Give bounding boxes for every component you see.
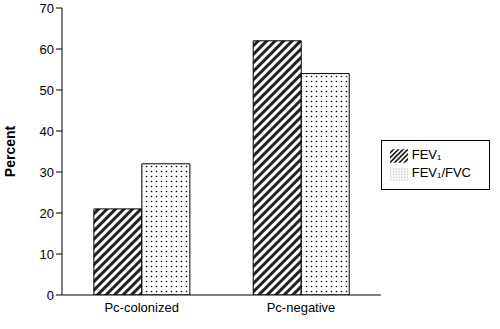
svg-text:50: 50 (40, 83, 54, 98)
svg-text:0: 0 (47, 288, 54, 303)
svg-text:10: 10 (40, 247, 54, 262)
svg-text:Percent: Percent (8, 125, 18, 177)
svg-text:Pc-colonized: Pc-colonized (104, 300, 178, 315)
svg-text:30: 30 (40, 165, 54, 180)
svg-text:70: 70 (40, 1, 54, 16)
html-text:FEV₁: FEV₁ (411, 146, 442, 162)
html-text:FEV₁/FVC: FEV₁/FVC (411, 164, 471, 180)
svg-text:40: 40 (40, 124, 54, 139)
svg-text:20: 20 (40, 206, 54, 221)
svg-text:60: 60 (40, 42, 54, 57)
svg-text:Pc-negative: Pc-negative (267, 300, 336, 315)
